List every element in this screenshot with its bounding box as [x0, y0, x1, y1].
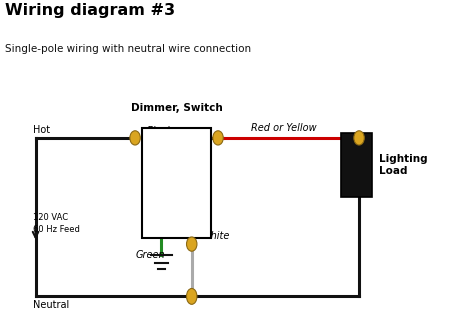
Text: Dimmer, Switch: Dimmer, Switch	[131, 102, 222, 113]
Text: Red or Yellow: Red or Yellow	[251, 123, 317, 133]
Text: Green: Green	[136, 250, 165, 261]
Text: Wiring diagram #3: Wiring diagram #3	[5, 3, 175, 18]
Bar	[341, 133, 372, 197]
Text: White: White	[201, 231, 229, 241]
Text: Single-pole wiring with neutral wire connection: Single-pole wiring with neutral wire con…	[5, 44, 251, 55]
Ellipse shape	[130, 131, 140, 145]
Text: Black: Black	[147, 126, 173, 136]
Text: Lighting
Load: Lighting Load	[379, 154, 428, 176]
Ellipse shape	[186, 237, 197, 251]
Text: Hot: Hot	[33, 125, 50, 135]
Bar	[142, 128, 211, 238]
Text: 120 VAC
60 Hz Feed: 120 VAC 60 Hz Feed	[33, 213, 80, 234]
Ellipse shape	[354, 131, 364, 145]
Text: Neutral: Neutral	[33, 300, 69, 310]
Ellipse shape	[186, 288, 197, 304]
Ellipse shape	[213, 131, 223, 145]
